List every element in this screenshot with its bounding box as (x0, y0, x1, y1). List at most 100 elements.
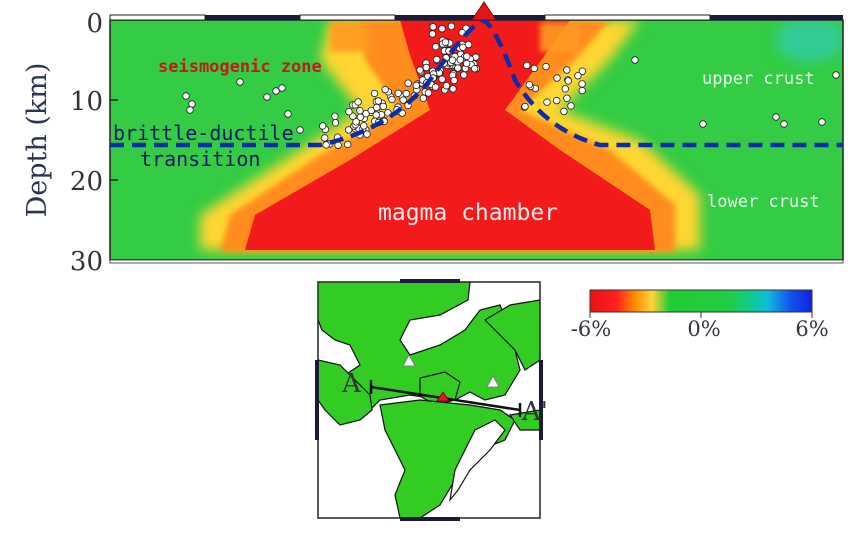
hypocenter-dot (263, 93, 271, 101)
location-map: A A' (315, 279, 548, 521)
seismogenic-zone-label: seismogenic zone (158, 57, 322, 77)
bay-south (449, 419, 506, 503)
hypocenter-dot (284, 110, 292, 118)
colorbar-min-label: -6% (571, 317, 611, 341)
hypocenter-dot (322, 141, 330, 149)
hypocenter-dot (560, 107, 568, 116)
y-tick-marks (110, 99, 118, 181)
hypocenter-dot (331, 119, 340, 127)
hypocenter-dot (433, 55, 441, 64)
brittle-ductile-label: brittle-ductile (113, 121, 294, 145)
hypocenter-dot (360, 122, 368, 130)
land-east (484, 299, 540, 371)
colorbar-mid-label: 0% (687, 317, 720, 341)
volcano-map-icon-2 (402, 354, 416, 367)
hypocenter-dot (438, 75, 446, 83)
hypocenter-dot (521, 102, 529, 111)
earthquake-hypocenters (182, 22, 840, 149)
magma-chamber (245, 20, 655, 250)
hypocenter-dot (449, 85, 457, 93)
hypocenter-dot (563, 94, 571, 102)
upper-patch-right (540, 22, 580, 52)
hypocenter-dot (319, 122, 327, 130)
colorbar-max-label: 6% (795, 317, 828, 341)
hypocenter-dot (431, 83, 440, 91)
hypocenter-dot (370, 89, 379, 98)
bottom-scale-bars (109, 259, 844, 264)
hypocenter-dot (412, 81, 420, 90)
y-tick-30: 30 (70, 247, 103, 277)
hypocenter-dot (818, 118, 826, 126)
hypocenter-dot (530, 64, 538, 73)
hypocenter-dot (356, 106, 364, 115)
hypocenter-dot (399, 96, 407, 104)
volcano-map-icon-3 (486, 375, 500, 388)
hypocenter-dot (372, 111, 380, 119)
hypocenter-dot (459, 43, 467, 51)
hypocenter-dot (553, 96, 561, 105)
hypocenter-dot (363, 130, 371, 138)
hypocenter-dot (463, 59, 471, 68)
hypocenter-dot (236, 78, 244, 86)
y-tick-0: 0 (86, 9, 103, 39)
hypocenter-dot (450, 76, 458, 85)
volcano-map-icon (436, 391, 450, 402)
hypocenter-dot (454, 64, 462, 72)
hypocenter-dot (441, 38, 450, 46)
hypocenter-dot (448, 56, 457, 64)
hypocenter-dot (832, 71, 840, 79)
y-tick-10: 10 (70, 87, 103, 117)
hypocenter-dot (447, 22, 456, 30)
hypocenter-dot (296, 126, 304, 134)
hypocenter-dot (543, 98, 551, 106)
hypocenter-dot (388, 95, 396, 104)
hypocenter-dot (419, 94, 427, 102)
hypocenter-dot (182, 92, 190, 100)
hypocenter-dot (422, 63, 430, 72)
hypocenter-dot (321, 134, 329, 142)
y-tick-20: 20 (70, 167, 103, 197)
hypocenter-dot (381, 85, 389, 94)
upper-crust-label: upper crust (702, 69, 815, 89)
lower-crust-label: lower crust (707, 192, 820, 212)
hypocenter-dot (561, 85, 569, 93)
hypocenter-dot (631, 56, 639, 64)
map-label-a: A (341, 369, 362, 399)
land-west (318, 359, 373, 426)
hypocenter-dot (460, 71, 468, 79)
hypocenter-dot (772, 113, 780, 121)
land-north (318, 282, 521, 412)
hypocenter-dot (331, 112, 339, 120)
hypocenter-dot (344, 140, 352, 149)
hypocenter-dot (345, 107, 353, 116)
hypocenter-dot (780, 120, 788, 128)
hypocenter-dot (563, 66, 571, 74)
hypocenter-dot (352, 118, 360, 126)
hypocenter-dot (564, 77, 572, 85)
hypocenter-dot (429, 23, 437, 31)
hypocenter-dot (344, 126, 353, 134)
hypocenter-dot (574, 71, 582, 80)
hypocenter-dot (379, 102, 387, 111)
hypocenter-dot (578, 86, 586, 95)
cyan-patch (775, 20, 843, 62)
hypocenter-dot (525, 80, 534, 89)
hypocenter-dot (374, 97, 382, 105)
hypocenter-dot (278, 84, 286, 92)
hypocenter-dot (438, 25, 446, 33)
transition-label: transition (140, 147, 260, 171)
hypocenter-dot (428, 30, 437, 38)
hypocenter-dot (578, 80, 586, 88)
hypocenter-dot (432, 43, 440, 51)
magma-chamber-label: magma chamber (378, 200, 558, 226)
hypocenter-dot (424, 89, 433, 97)
hypocenter-dot (699, 120, 707, 128)
hypocenter-dot (186, 106, 194, 114)
hypocenter-dot (394, 89, 402, 97)
hypocenter-dot (470, 64, 479, 73)
hypocenter-dot (188, 100, 196, 108)
y-axis-label: Depth (km) (22, 63, 53, 218)
hypocenter-dot (523, 61, 531, 70)
hypocenter-dot (362, 109, 370, 118)
